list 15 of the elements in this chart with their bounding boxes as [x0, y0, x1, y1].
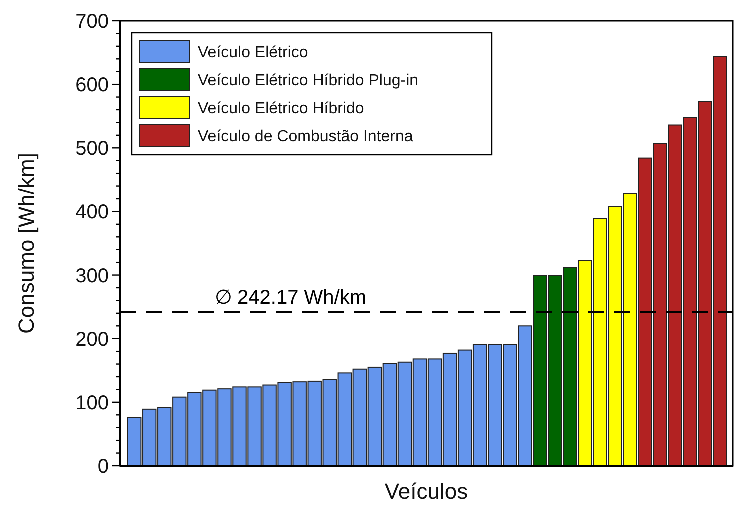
y-tick-label: 500: [76, 138, 109, 160]
x-axis-title: Veículos: [384, 479, 468, 504]
y-axis-title: Consumo [Wh/km]: [14, 153, 39, 334]
y-tick-label: 700: [76, 11, 109, 33]
y-tick-label: 600: [76, 74, 109, 97]
y-tick-label: 400: [76, 202, 109, 224]
legend-label: Veículo Elétrico Híbrido: [198, 100, 364, 118]
legend-label: Veículo Elétrico Híbrido Plug-in: [198, 72, 419, 90]
y-tick-label: 200: [76, 328, 109, 351]
legend-label: Veículo Elétrico: [198, 44, 308, 62]
ref-line-label: ∅ 242.17 Wh/km: [215, 287, 367, 310]
y-tick-label: 100: [76, 392, 109, 414]
y-tick-label: 0: [98, 456, 109, 478]
y-tick-label: 300: [76, 265, 109, 288]
legend-label: Veículo de Combustão Interna: [198, 128, 414, 146]
